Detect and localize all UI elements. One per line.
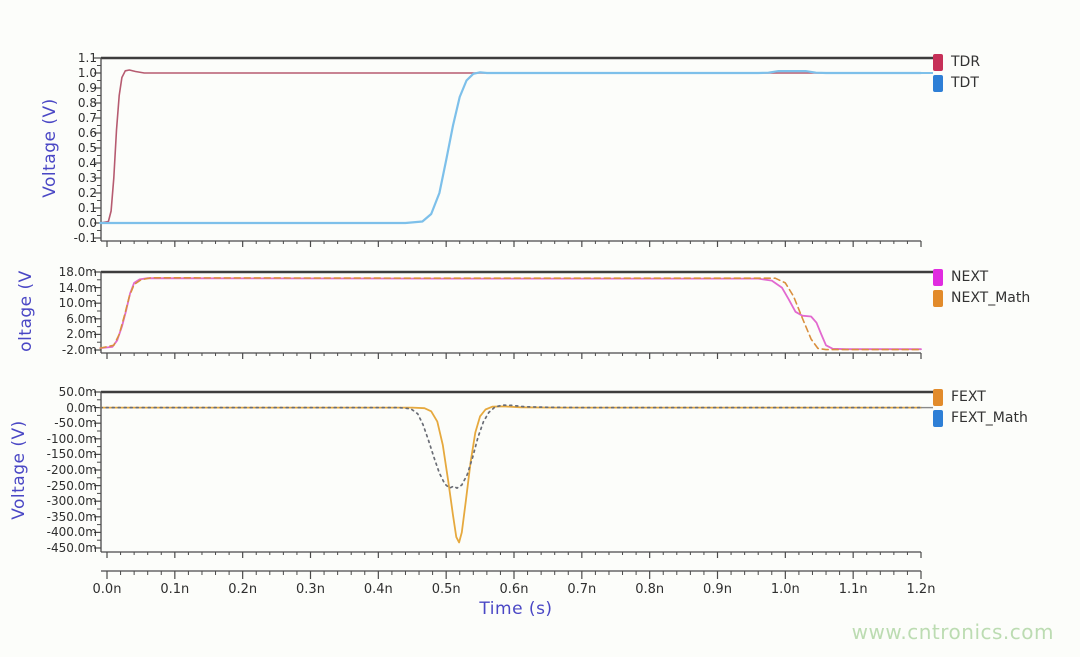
x-tick-label: 1.1n xyxy=(838,582,868,597)
y-tick-label: -250.0m xyxy=(46,478,97,493)
x-tick-label: 1.2n xyxy=(906,582,936,597)
x-axis-title: Time (s) xyxy=(479,599,553,619)
legend-entry-tdt: TDT xyxy=(933,73,980,93)
y-tick-label: 0.1 xyxy=(77,201,97,215)
y-tick-label: 1.0 xyxy=(77,66,97,80)
legend-swatch-tdt xyxy=(933,74,943,92)
legend-label-next-math: NEXT_Math xyxy=(951,290,1031,306)
y-tick-label: -150.0m xyxy=(46,447,97,462)
y-tick-label: -100.0m xyxy=(46,431,97,446)
legend-entry-fext-math: FEXT_Math xyxy=(933,408,1028,428)
legend-plot3: FEXT FEXT_Math xyxy=(933,387,1028,429)
legend-swatch-tdr xyxy=(933,53,943,71)
legend-swatch-next xyxy=(933,268,943,286)
y-tick-label: 0.9 xyxy=(77,81,97,95)
y-tick-label: 14.0m xyxy=(58,280,97,295)
y-tick-label: 0.0 xyxy=(77,216,97,230)
y-tick-label: 0.0m xyxy=(66,400,97,415)
legend-label-tdr: TDR xyxy=(951,54,981,70)
x-tick-label: 0.7n xyxy=(567,582,597,597)
legend-plot2: NEXT NEXT_Math xyxy=(933,267,1030,309)
y-tick-label: 0.3 xyxy=(77,171,97,185)
y-tick-label: -450.0m xyxy=(46,541,97,555)
y-tick-label: 10.0m xyxy=(58,296,97,311)
legend-entry-next: NEXT xyxy=(933,267,1030,287)
legend-entry-fext: FEXT xyxy=(933,387,1028,407)
x-tick-label: 0.1n xyxy=(160,582,190,597)
x-tick-label: 0.8n xyxy=(635,582,665,597)
x-tick-label: 0.9n xyxy=(703,582,732,597)
y-tick-label: -350.0m xyxy=(46,509,97,524)
y-tick-label: -0.1 xyxy=(73,231,97,245)
y-tick-label: 0.5 xyxy=(77,141,97,155)
y-axis-title-plot2: oltage (V xyxy=(16,270,36,352)
y-tick-label: 0.4 xyxy=(77,156,97,170)
x-tick-label: 0.0n xyxy=(92,582,122,597)
y-tick-label: 2.0m xyxy=(66,327,97,342)
y-tick-label: -400.0m xyxy=(46,525,97,540)
y-tick-label: -2.0m xyxy=(61,343,97,357)
x-tick-label: 1.0n xyxy=(770,582,800,597)
y-tick-label: 0.7 xyxy=(77,111,97,125)
y-tick-label: 1.1 xyxy=(77,51,97,65)
watermark: www.cntronics.com xyxy=(851,620,1054,644)
legend-label-tdt: TDT xyxy=(951,75,979,91)
y-tick-label: 18.0m xyxy=(58,265,97,279)
x-tick-label: 0.6n xyxy=(499,582,529,597)
legend-entry-next-math: NEXT_Math xyxy=(933,288,1030,308)
y-tick-label: 6.0m xyxy=(66,311,97,326)
legend-entry-tdr: TDR xyxy=(933,52,980,72)
y-tick-label: 50.0m xyxy=(58,385,97,399)
x-tick-label: 0.4n xyxy=(363,582,393,597)
y-tick-label: -50.0m xyxy=(54,416,97,431)
legend-label-fext: FEXT xyxy=(951,389,986,405)
x-tick-label: 0.2n xyxy=(228,582,258,597)
legend-swatch-next-math xyxy=(933,289,943,307)
y-axis-title-plot3: Voltage (V) xyxy=(9,420,29,520)
legend-label-next: NEXT xyxy=(951,269,989,285)
y-tick-label: -200.0m xyxy=(46,463,97,477)
y-tick-label: -300.0m xyxy=(46,494,97,509)
x-tick-label: 0.3n xyxy=(296,582,325,597)
legend-plot1: TDR TDT xyxy=(933,52,980,94)
legend-swatch-fext xyxy=(933,388,943,406)
x-tick-label: 0.5n xyxy=(431,582,461,597)
y-tick-label: 0.8 xyxy=(77,96,97,110)
legend-label-fext-math: FEXT_Math xyxy=(951,410,1028,426)
legend-swatch-fext-math xyxy=(933,409,943,427)
y-tick-label: 0.2 xyxy=(77,186,97,200)
y-tick-label: 0.6 xyxy=(77,126,97,140)
